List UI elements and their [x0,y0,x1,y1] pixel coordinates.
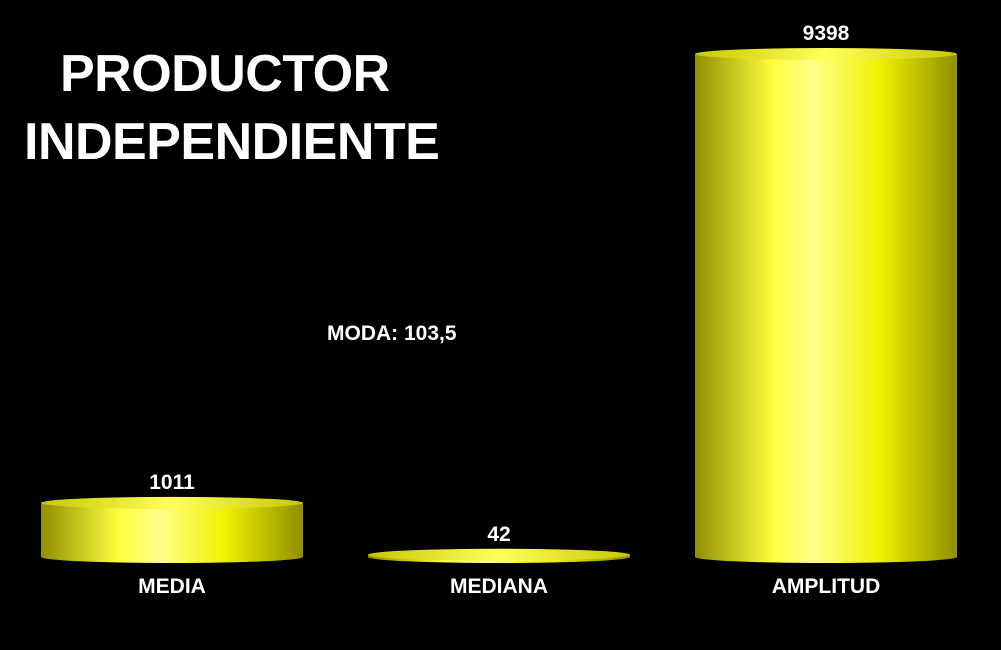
moda-annotation: MODA: 103,5 [327,322,457,345]
bar-base [695,551,957,563]
bar-body [41,502,303,557]
bar-top-cap [368,548,630,561]
value-label: 42 [487,523,510,546]
chart-title-line-1: PRODUCTOR [60,45,390,103]
category-label: AMPLITUD [772,575,881,598]
bar-media [41,496,303,563]
category-label: MEDIA [138,575,206,598]
value-label: 1011 [149,471,195,494]
bar-mediana [368,548,630,563]
bar-top-cap [695,48,957,60]
chart-title-line-2: INDEPENDIENTE [24,113,440,171]
category-label: MEDIANA [450,575,548,598]
bar-top-cap [41,496,303,509]
bar-base [41,551,303,563]
bar-amplitud [695,48,957,563]
value-label: 9398 [803,22,850,45]
bar-body [695,54,957,557]
